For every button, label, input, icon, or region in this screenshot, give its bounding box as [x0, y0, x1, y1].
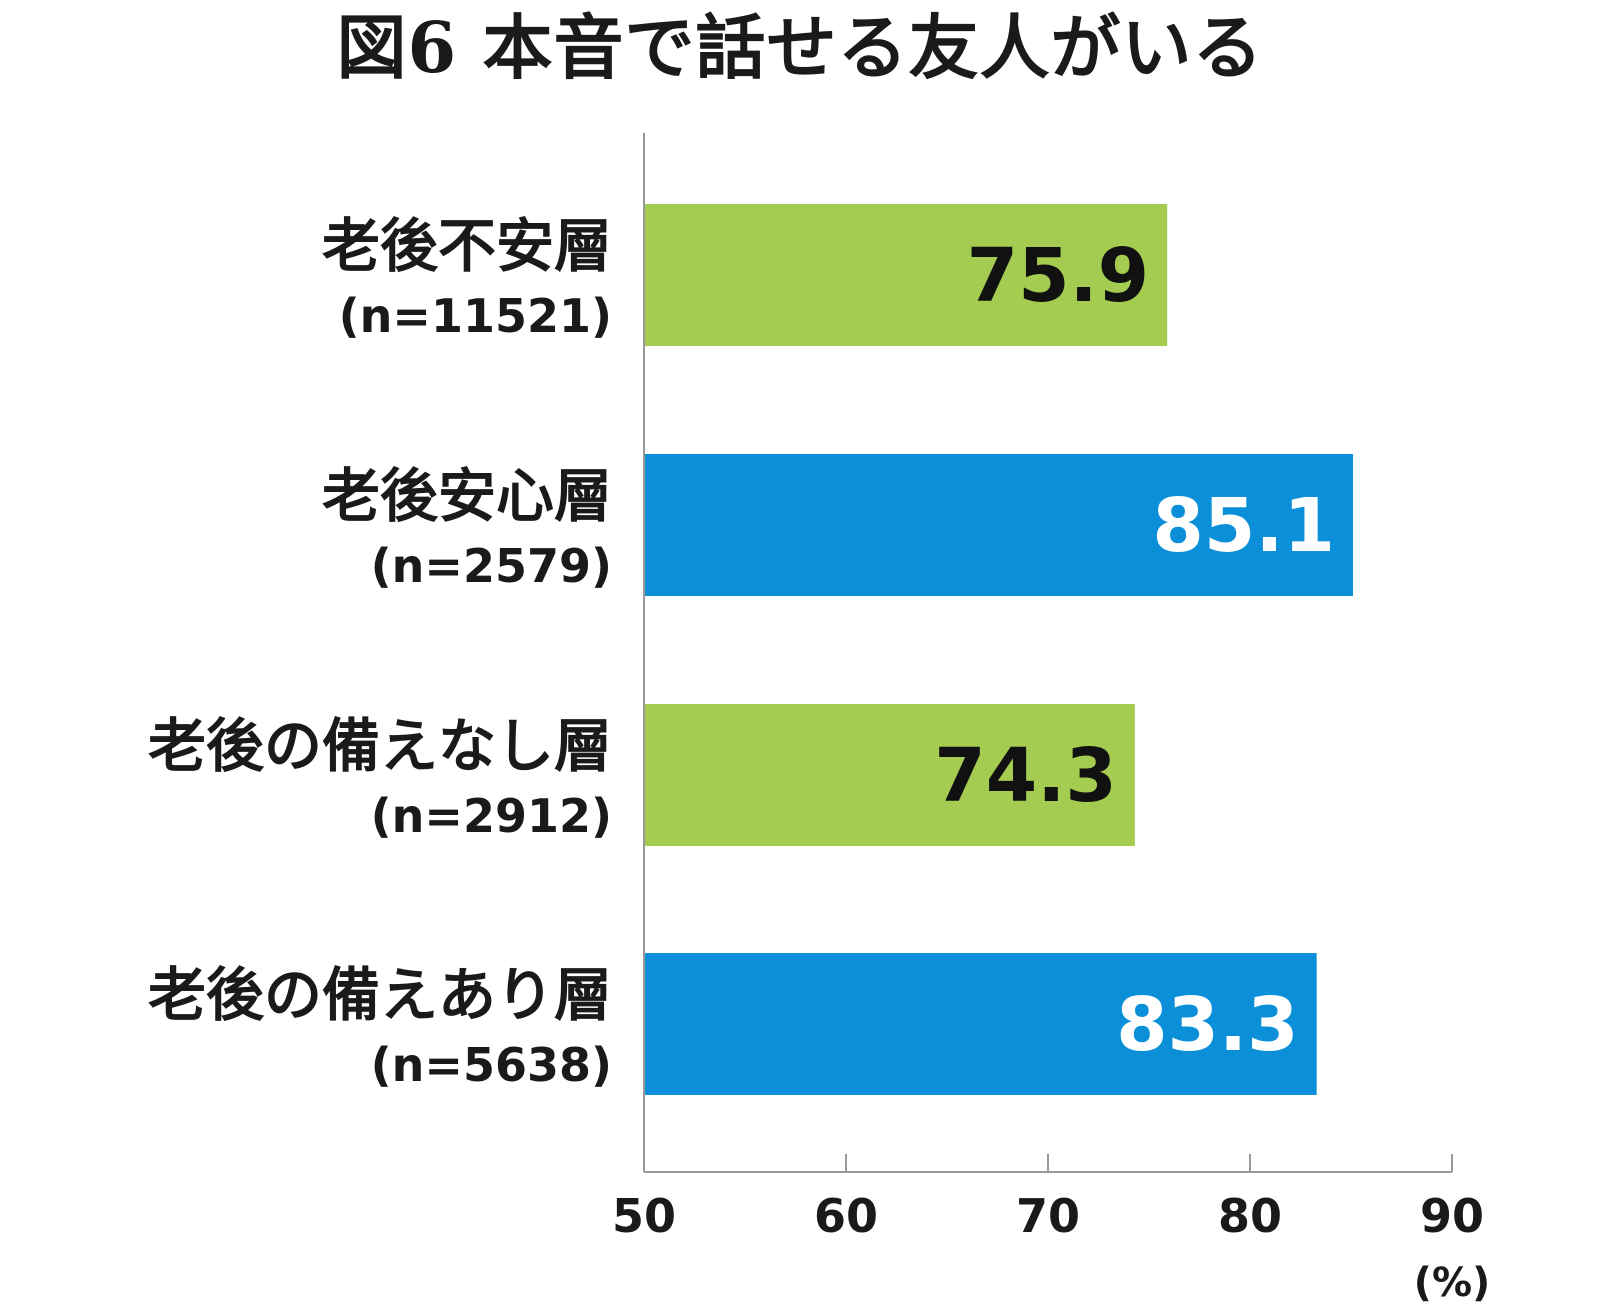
value-label-3: 74.3 [934, 733, 1117, 819]
axis-group: 50 60 70 80 90 (%) [612, 133, 1490, 1306]
x-tick-label-50: 50 [612, 1189, 676, 1243]
labels-group: 75.9 老後不安層 (n=11521) 85.1 老後安心層 (n=2579) 74.3 老… [148, 212, 1335, 1092]
category-n-label-2: (n=2579) [371, 539, 612, 593]
category-n-label-1: (n=11521) [339, 289, 612, 343]
bar-3 [644, 704, 1135, 846]
x-tick-label-60: 60 [814, 1189, 878, 1243]
category-label-1: 老後不安層 [322, 212, 612, 280]
category-n-label-3: (n=2912) [371, 789, 612, 843]
bar-2 [644, 454, 1354, 596]
value-label-2: 85.1 [1152, 483, 1335, 569]
x-tick-label-80: 80 [1218, 1189, 1282, 1243]
bars-group [644, 204, 1354, 1095]
category-label-4: 老後の備えあり層 [148, 961, 612, 1029]
category-n-label-4: (n=5638) [371, 1038, 612, 1092]
unit-label: (%) [1414, 1260, 1491, 1306]
chart-title: 図6 本音で話せる友人がいる [336, 6, 1264, 89]
category-label-3: 老後の備えなし層 [148, 712, 612, 780]
x-tick-label-70: 70 [1016, 1189, 1080, 1243]
value-label-1: 75.9 [967, 233, 1150, 319]
category-label-2: 老後安心層 [322, 462, 612, 530]
bar-4 [644, 953, 1317, 1095]
bar-1 [644, 204, 1168, 346]
x-tick-label-90: 90 [1420, 1189, 1484, 1243]
value-label-4: 83.3 [1116, 982, 1299, 1068]
